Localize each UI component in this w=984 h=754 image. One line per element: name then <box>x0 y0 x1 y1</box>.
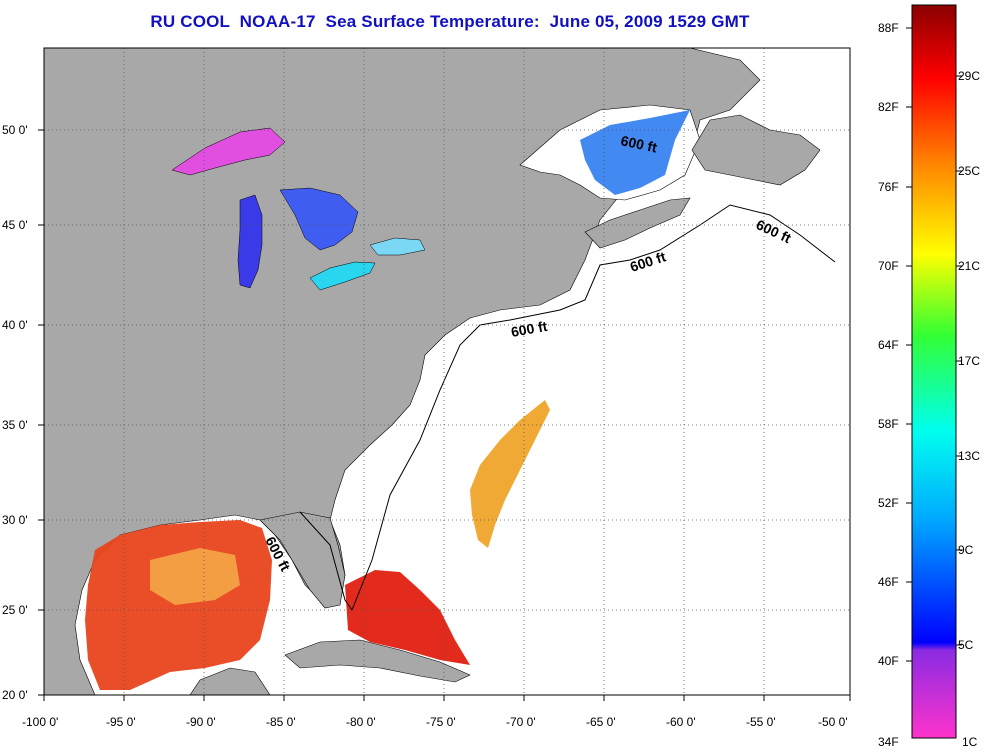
colorbar-label-c: 5C <box>958 638 974 652</box>
y-tick-label: 20 0' <box>2 688 28 702</box>
colorbar-label-f: 46F <box>878 575 899 589</box>
map-frame <box>43 47 851 696</box>
y-tick-label: 40 0' <box>2 318 28 332</box>
colorbar-label-c: 17C <box>958 354 980 368</box>
colorbar-label-f: 40F <box>878 654 899 668</box>
colorbar-ticks <box>906 27 962 662</box>
y-tick-label: 45 0' <box>2 218 28 232</box>
contour-label-georges-bank: 600 ft <box>510 318 549 340</box>
colorbar <box>911 4 957 739</box>
x-tick-label: -55 0' <box>746 715 776 729</box>
y-tick-label: 35 0' <box>2 418 28 432</box>
colorbar-label-f: 52F <box>878 496 899 510</box>
map-title: RU COOL NOAA-17 Sea Surface Temperature:… <box>150 12 750 31</box>
x-tick-label: -85 0' <box>266 715 296 729</box>
sst-bahamas <box>345 570 470 665</box>
sst-gulf-warm-core <box>150 548 240 605</box>
isobath-600ft <box>299 204 836 612</box>
colorbar-label-c: 25C <box>958 164 980 178</box>
x-tick-label: -95 0' <box>106 715 136 729</box>
lake-michigan <box>237 194 263 289</box>
colorbar-label-f: 76F <box>878 180 899 194</box>
sst-gulf-stream <box>470 400 550 548</box>
x-tick-label: -75 0' <box>426 715 456 729</box>
colorbar-label-c: 21C <box>958 259 980 273</box>
y-tick-label: 25 0' <box>2 603 28 617</box>
y-tick-label: 30 0' <box>2 513 28 527</box>
lake-ontario <box>369 237 426 256</box>
colorbar-label-f: 82F <box>878 100 899 114</box>
lake-superior <box>171 127 286 176</box>
lake-huron <box>279 187 359 251</box>
lake-erie <box>309 261 376 291</box>
x-tick-label: -65 0' <box>586 715 616 729</box>
colorbar-label-c: 9C <box>958 543 974 557</box>
colorbar-label-f: 34F <box>878 735 899 749</box>
colorbar-label-f: 70F <box>878 259 899 273</box>
colorbar-label-c: 29C <box>958 69 980 83</box>
sst-gulf-st-lawrence <box>580 110 690 195</box>
x-tick-label: -90 0' <box>186 715 216 729</box>
contour-label-gulf-st-lawrence: 600 ft <box>619 132 658 155</box>
axis-ticks <box>38 129 851 701</box>
land-florida <box>259 511 346 609</box>
x-tick-label: -50 0' <box>818 715 848 729</box>
x-tick-label: -70 0' <box>506 715 536 729</box>
colorbar-label-f: 88F <box>878 21 899 35</box>
colorbar-label-f: 64F <box>878 338 899 352</box>
land-nova-scotia <box>584 197 691 249</box>
land-newfoundland <box>691 114 821 186</box>
colorbar-label-c: 13C <box>958 449 980 463</box>
land-cuba <box>284 639 471 683</box>
land-yucatan <box>189 667 271 695</box>
x-tick-label: -60 0' <box>666 715 696 729</box>
x-tick-label: -100 0' <box>22 715 58 729</box>
y-tick-label: 50 0' <box>2 123 28 137</box>
x-tick-label: -80 0' <box>346 715 376 729</box>
colorbar-label-c: 1C <box>962 735 978 749</box>
colorbar-label-f: 58F <box>878 417 899 431</box>
